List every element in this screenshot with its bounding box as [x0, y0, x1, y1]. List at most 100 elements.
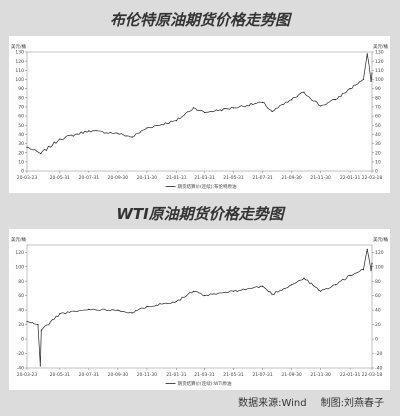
data-point	[371, 262, 373, 264]
data-point	[271, 110, 273, 113]
y-tick-label: 60	[375, 293, 381, 299]
legend-label: 期货结算价(连续):WTI原油	[178, 380, 233, 387]
data-point	[59, 138, 61, 140]
y-tick-label: 0	[21, 169, 24, 175]
x-tick-label: 20-11-30	[137, 372, 158, 378]
y-tick-label: 80	[375, 279, 381, 285]
y-tick-label: 20	[18, 322, 24, 328]
x-tick-label: 21-07-31	[252, 372, 273, 378]
series-line	[26, 248, 373, 367]
chart-author: 制图:刘燕春子	[320, 398, 384, 409]
wti-chart: 美元/桶 美元/桶 -40 -40 -20 -20 0 0 20 20 40 40 60 60 80 80 10…	[11, 236, 389, 387]
data-point	[40, 153, 42, 155]
data-point	[146, 305, 148, 308]
data-point	[146, 127, 148, 129]
y-axis-unit-left: 美元/桶	[11, 236, 27, 243]
data-point	[26, 146, 28, 148]
y-tick-label: 80	[18, 95, 24, 101]
y-tick-label: 40	[375, 308, 381, 314]
y-tick-label: 0	[21, 337, 24, 343]
y-tick-label: -20	[17, 351, 24, 357]
y-tick-label: 100	[375, 264, 384, 270]
y-tick-label: 100	[375, 77, 384, 83]
data-point	[232, 107, 235, 109]
chart-title-wti: WTI原油期货价格走势图	[116, 205, 284, 223]
x-tick-label: 21-03-31	[194, 372, 215, 378]
data-point	[366, 248, 368, 250]
brent-chart-panel: 美元/桶 美元/桶 0 0 10 10 20 20 30 30 40 40 50 50 60 60 70 70 80…	[9, 36, 390, 193]
data-point	[117, 309, 119, 311]
data-point	[37, 323, 39, 326]
data-point	[131, 312, 133, 314]
x-tick-label: 20-09-30	[108, 175, 129, 181]
y-axis-unit-left: 美元/桶	[11, 43, 27, 50]
x-tick-label: 20-05-31	[50, 372, 71, 378]
footer: 数据来源:Wind 制图:刘燕春子	[238, 394, 384, 409]
y-tick-label: -40	[375, 366, 382, 372]
y-tick-label: 110	[375, 68, 384, 74]
x-tick-label: 20-11-30	[137, 175, 158, 181]
plot-frame	[26, 51, 373, 172]
data-point	[290, 284, 293, 286]
data-point	[271, 293, 273, 295]
brent-chart: 美元/桶 美元/桶 0 0 10 10 20 20 30 30 40 40 50 50 60 60 70 70 80…	[11, 43, 389, 190]
y-tick-label: 100	[15, 77, 24, 83]
wti-chart-panel: 美元/桶 美元/桶 -40 -40 -20 -20 0 0 20 20 40 40 60 60 80 80 10…	[9, 229, 390, 390]
data-point	[232, 290, 235, 292]
y-tick-label: 60	[375, 114, 381, 120]
y-tick-label: 70	[375, 105, 381, 111]
y-tick-label: 40	[375, 132, 381, 138]
x-tick-label: 21-05-31	[223, 372, 244, 378]
data-point	[303, 91, 305, 93]
y-tick-label: 130	[375, 50, 384, 56]
data-point	[362, 78, 365, 81]
data-point	[88, 130, 90, 132]
y-tick-label: 50	[18, 123, 24, 129]
data-point	[334, 99, 336, 101]
y-tick-label: 20	[375, 150, 381, 156]
data-point	[362, 269, 365, 271]
data-point	[371, 72, 373, 74]
x-tick-label: 21-07-31	[252, 175, 273, 181]
y-tick-label: 120	[375, 59, 384, 65]
data-point	[261, 285, 264, 287]
y-tick-label: 50	[375, 123, 381, 129]
data-point	[203, 295, 206, 297]
data-point	[334, 284, 336, 286]
data-source: 数据来源:Wind	[238, 398, 307, 409]
chart-title-brent: 布伦特原油期货价格走势图	[109, 11, 290, 29]
data-point	[366, 53, 368, 55]
x-tick-label: 20-05-31	[50, 175, 71, 181]
y-tick-label: 80	[18, 279, 24, 285]
y-tick-label: 10	[18, 159, 24, 165]
x-tick-label: 20-07-31	[79, 372, 100, 378]
y-tick-label: 60	[18, 114, 24, 120]
x-tick-label: 21-03-31	[194, 175, 215, 181]
data-point	[320, 105, 322, 107]
x-tick-label: 21-01-31	[166, 372, 187, 378]
y-tick-label: 0	[375, 337, 378, 343]
y-tick-label: 30	[18, 141, 24, 147]
x-tick-label: 21-09-30	[281, 372, 302, 378]
data-point	[39, 365, 41, 367]
y-axis-unit-right: 美元/桶	[373, 43, 389, 50]
plot-frame	[26, 244, 373, 369]
y-tick-label: -40	[17, 366, 24, 372]
x-tick-label: 21-11-30	[310, 175, 331, 181]
y-tick-label: 40	[18, 132, 24, 138]
y-tick-label: -20	[375, 351, 382, 357]
data-point	[303, 277, 305, 279]
data-point	[370, 269, 372, 271]
y-tick-label: 120	[375, 250, 384, 256]
data-point	[26, 321, 28, 323]
data-point	[117, 132, 119, 135]
data-point	[59, 313, 61, 315]
x-tick-label: 20-09-30	[108, 372, 129, 378]
y-tick-label: 20	[375, 322, 381, 328]
y-tick-label: 80	[375, 95, 381, 101]
y-tick-label: 70	[18, 105, 24, 111]
y-tick-label: 90	[375, 86, 381, 92]
legend-label: 期货结算价(连续):布伦特原油	[178, 183, 238, 190]
x-tick-label: 22-01-31	[340, 175, 361, 181]
x-tick-label: 22-03-18	[362, 372, 383, 378]
